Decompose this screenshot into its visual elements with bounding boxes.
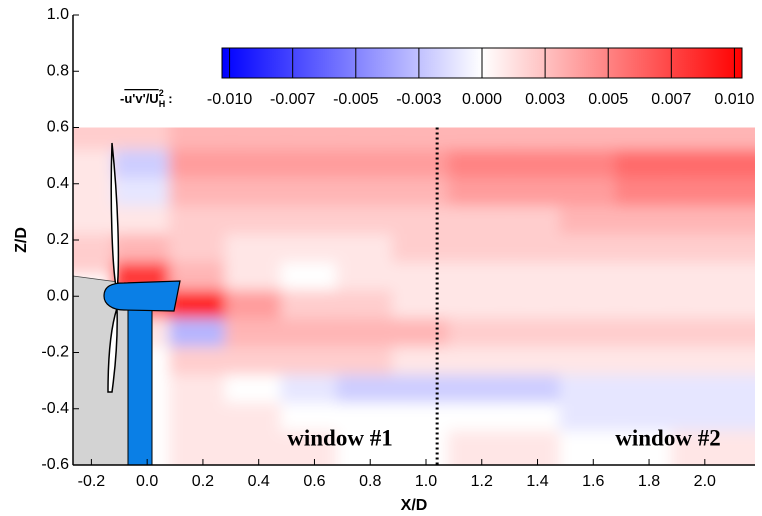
y-tick-label: 1.0 xyxy=(47,6,69,23)
annotation: window #1 xyxy=(287,425,392,450)
turbine xyxy=(72,142,181,466)
x-tick-label: 1.4 xyxy=(526,473,548,490)
label-part: H xyxy=(159,99,166,109)
x-tick-label: 1.6 xyxy=(582,473,604,490)
x-tick-label: 0.6 xyxy=(303,473,325,490)
y-tick-label: -0.6 xyxy=(41,456,69,473)
y-tick-label: 0.6 xyxy=(47,119,69,136)
nacelle xyxy=(103,280,181,312)
y-tick-label: 0.0 xyxy=(47,287,69,304)
colorbar-tick-label: -0.003 xyxy=(396,91,441,108)
colorbar-tick-label: 0.010 xyxy=(714,91,754,108)
x-tick-label: 0.4 xyxy=(248,473,270,490)
x-tick-label: 0.8 xyxy=(359,473,381,490)
y-tick-label: 0.2 xyxy=(47,231,69,248)
annotation: window #2 xyxy=(615,425,720,450)
label-part: u'v'/U xyxy=(124,91,158,106)
colorbar-tick-label: 0.000 xyxy=(462,91,502,108)
colorbar-tick-label: 0.007 xyxy=(651,91,691,108)
x-tick-label: 1.0 xyxy=(415,473,437,490)
y-axis-label: Z/D xyxy=(13,227,30,253)
colorbar-tick-label: -0.010 xyxy=(207,91,252,108)
colorbar-tick-label: -0.005 xyxy=(333,91,378,108)
tower xyxy=(127,295,153,466)
cell xyxy=(670,430,755,465)
label-part: 2 xyxy=(159,88,164,98)
x-tick-label: -0.2 xyxy=(78,473,106,490)
y-tick-label: 0.8 xyxy=(47,62,69,79)
x-tick-label: 1.8 xyxy=(638,473,660,490)
x-axis-label: X/D xyxy=(401,497,428,514)
label-part: : xyxy=(168,91,172,106)
x-tick-label: 2.0 xyxy=(694,473,716,490)
label-part: - xyxy=(120,91,124,106)
colorbar-label: -u'v'/U2 H: xyxy=(120,88,173,109)
colorbar-tick-label: -0.007 xyxy=(270,91,315,108)
y-tick-label: -0.4 xyxy=(41,400,69,417)
x-tick-label: 0.0 xyxy=(136,473,158,490)
y-tick-label: -0.2 xyxy=(41,344,69,361)
y-tick-label: 0.4 xyxy=(47,175,69,192)
colorbar-tick-label: 0.005 xyxy=(588,91,628,108)
x-tick-label: 0.2 xyxy=(192,473,214,490)
colorbar-tick-label: 0.003 xyxy=(525,91,565,108)
x-tick-label: 1.2 xyxy=(471,473,493,490)
